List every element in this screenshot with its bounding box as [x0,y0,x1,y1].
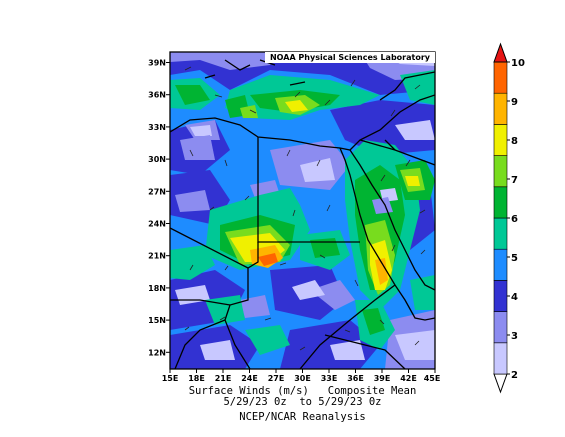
lon-label: 21E [215,374,232,383]
colorbar-label: 2 [511,370,518,381]
colorbar-segment [493,155,508,188]
lat-label: 12N [148,348,166,357]
colorbar-label: 8 [511,136,518,147]
colorbar-label: 10 [511,58,525,69]
wind-speed-field [170,52,435,369]
lon-axis: 15E 18E 21E 24E 27E 30E 33E 36E 39E 42E … [162,369,441,383]
colorbar-segment [493,311,508,344]
lon-label: 36E [347,374,364,383]
lab-label: NOAA Physical Sciences Laboratory [265,52,435,63]
wind-vector-layer [184,66,426,351]
colorbar-segment [493,92,508,125]
lat-label: 39N [148,59,166,68]
colorbar-segment [493,186,508,219]
lon-label: 30E [294,374,311,383]
lat-label: 27N [148,187,166,196]
colorbar-label: 3 [511,331,518,342]
source-label: NCEP/NCAR Reanalysis [239,411,366,423]
caption-variable-line: Surface Winds (m/s) Composite Mean [170,386,435,397]
lat-label: 18N [148,284,166,293]
statistic-label: Composite Mean [327,385,417,397]
colorbar-min-triangle [493,373,508,394]
colorbar-segment [493,342,508,375]
colorbar-label: 9 [511,97,518,108]
lat-label: 36N [148,91,166,100]
lon-label: 39E [374,374,391,383]
colorbar-segment [493,217,508,250]
coastline-layer [170,54,435,369]
lon-label: 33E [321,374,338,383]
lon-label: 18E [188,374,205,383]
colorbar-label: 4 [511,292,518,303]
variable-label: Surface Winds (m/s) [188,385,309,397]
colorbar-label: 7 [511,175,518,186]
lon-label: 24E [241,374,258,383]
lon-label: 45E [424,374,441,383]
lat-label: 30N [148,155,166,164]
colorbar-segment [493,124,508,156]
colorbar-label: 6 [511,214,518,225]
lat-label: 21N [148,252,166,261]
lat-axis: 39N 36N 33N 30N 27N 24N 21N 18N 15N 12N [148,59,170,357]
colorbar: 2 3 4 5 6 7 8 9 10 [493,42,525,394]
lon-label: 27E [268,374,285,383]
lat-label: 24N [148,220,166,229]
lon-label: 15E [162,374,179,383]
lon-label: 42E [400,374,417,383]
colorbar-segment [493,61,508,94]
date-range-label: 5/29/23 0z to 5/29/23 0z [223,396,382,408]
colorbar-segment [493,248,508,281]
lat-label: 15N [148,316,166,325]
lat-label: 33N [148,123,166,132]
colorbar-label: 5 [511,253,518,264]
colorbar-segment [493,280,508,312]
colorbar-max-triangle [493,42,508,63]
